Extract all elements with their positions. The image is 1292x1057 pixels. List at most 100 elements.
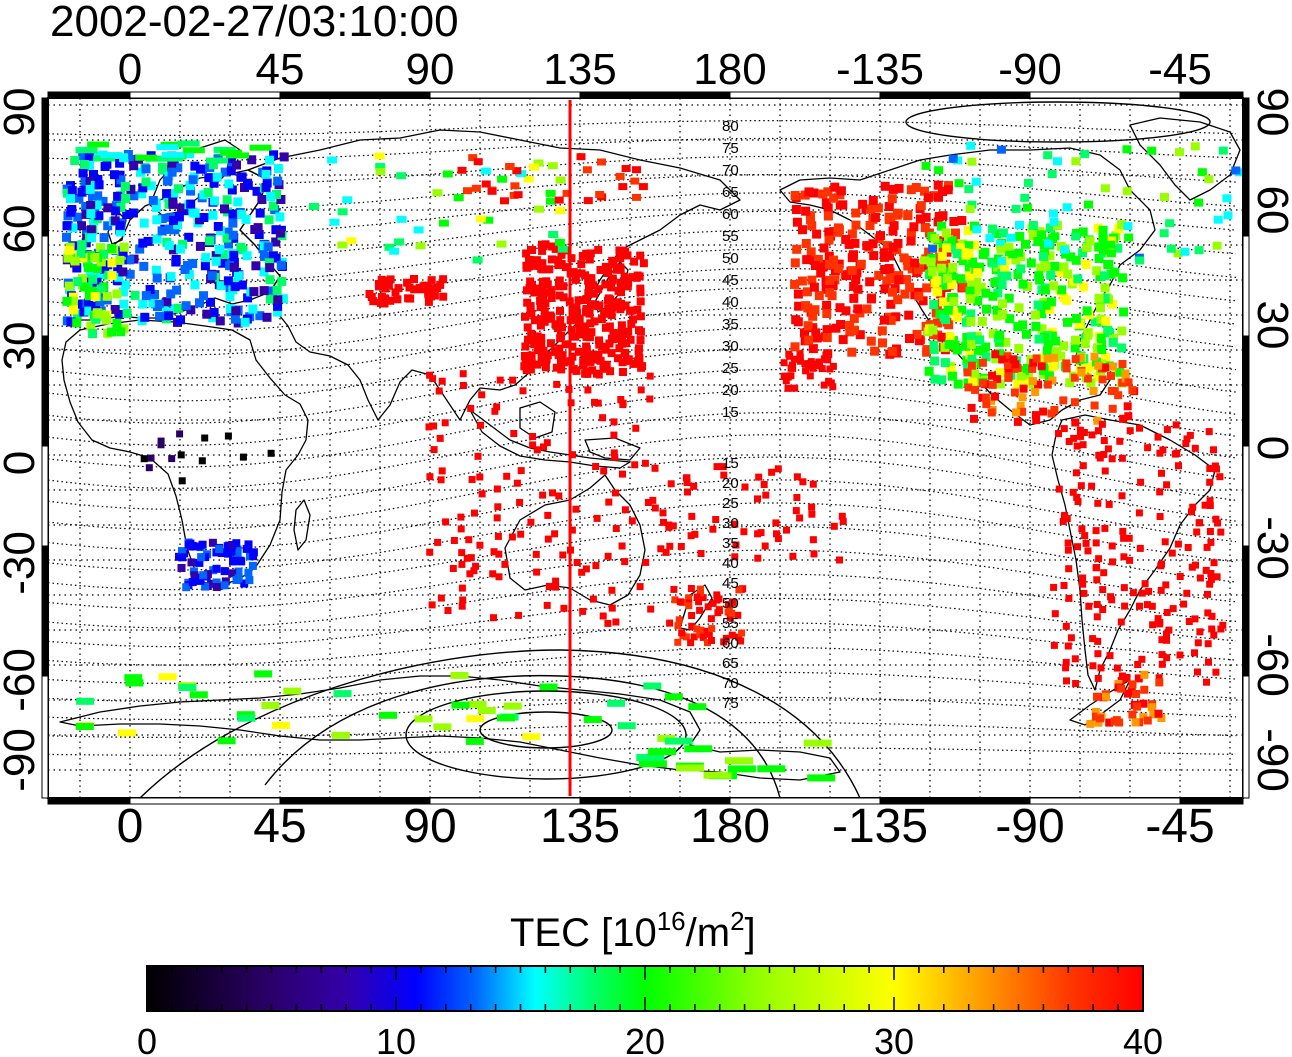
tec-pixel [822,309,832,318]
tec-pixel [1118,454,1126,462]
tec-pixel [947,236,957,246]
tec-pixel [998,228,1008,238]
magnetic-latitude-contour [48,120,1237,136]
tec-pixel [78,150,88,160]
tec-pixel [849,281,859,291]
tec-pixel [1023,363,1032,373]
tec-pixel [963,226,973,236]
tec-pixel [995,349,1004,359]
tec-pixel [877,326,887,336]
tec-pixel [943,185,953,195]
tec-pixel [738,629,746,637]
tec-pixel [1174,540,1182,548]
tec-pixel [690,482,698,490]
tec-pixel [178,684,197,691]
tec-pixel [547,286,556,295]
tec-pixel [225,292,235,301]
frame-tick-left [41,235,49,337]
tec-pixel [793,494,801,501]
tec-pixel [1043,380,1052,389]
tec-pixel [619,470,626,478]
tec-pixel [1039,407,1048,416]
tec-pixel [682,633,690,641]
tec-pixel [337,208,348,216]
tec-pixel [635,272,644,281]
tec-pixel [1156,488,1164,496]
tec-pixel [1086,378,1096,388]
tec-pixel [68,296,78,306]
tec-pixel [116,203,126,212]
tec-pixel [968,377,978,387]
tec-pixel [1125,534,1133,542]
tec-pixel [975,335,985,345]
tec-pixel [975,262,985,272]
tec-pixel [141,164,151,174]
tec-pixel [1004,293,1014,303]
tec-pixel [1088,482,1096,490]
tec-pixel [1037,324,1047,334]
tec-pixel [885,251,895,261]
tec-pixel [1008,250,1018,259]
tec-pixel [588,366,597,375]
tec-pixel [478,391,486,399]
tec-pixel [1050,353,1059,362]
tec-pixel [230,314,240,324]
tec-pixel [1113,243,1123,253]
tec-pixel [1033,300,1043,310]
tec-pixel [162,297,172,307]
tec-pixel [201,553,210,562]
tec-pixel [79,307,89,317]
tec-pixel [228,230,238,240]
tec-pixel [164,241,174,250]
tec-pixel [829,255,838,265]
tec-pixel [166,272,176,282]
tec-pixel [1046,270,1056,280]
tec-pixel [164,311,174,321]
tec-pixel [909,222,919,232]
tec-pixel [617,302,626,311]
tec-pixel [1031,321,1041,331]
tec-pixel [1183,589,1191,597]
tec-pixel [80,160,90,169]
tec-pixel [555,344,564,353]
tec-pixel [212,578,221,587]
tec-pixel [950,340,960,350]
tec-pixel [631,461,639,469]
tec-pixel [1180,600,1188,608]
tec-pixel [670,585,678,593]
tec-pixel [428,601,436,609]
tec-pixel [618,542,626,550]
tec-pixel [157,214,167,224]
tec-pixel [1159,446,1167,454]
tec-pixel [757,765,786,773]
tec-pixel [415,284,424,292]
tec-pixel [1059,396,1068,405]
tec-pixel [410,275,418,283]
tec-pixel [809,536,817,544]
tec-pixel [82,258,92,268]
tec-pixel [254,230,264,239]
tec-pixel [1124,412,1133,421]
tec-pixel [533,360,542,369]
tec-pixel [242,251,252,261]
tec-pixel [920,223,930,232]
tec-pixel [126,184,136,194]
tec-pixel [1018,279,1028,289]
tec-pixel [1077,482,1085,490]
tec-pixel [1063,677,1070,685]
tec-pixel [626,335,635,344]
tec-pixel [73,212,83,222]
tec-pixel [636,336,645,345]
tec-pixel [224,432,232,440]
tec-pixel [608,276,617,285]
tec-pixel [735,586,743,594]
tec-pixel [538,240,546,249]
tec-pixel [1050,261,1060,271]
tec-pixel [973,296,983,306]
tec-pixel [1074,319,1084,329]
tec-pixel [1034,380,1042,389]
tec-pixel [554,196,564,204]
tec-pixel [85,176,95,186]
tec-pixel [724,601,732,609]
tec-pixel [786,352,794,360]
